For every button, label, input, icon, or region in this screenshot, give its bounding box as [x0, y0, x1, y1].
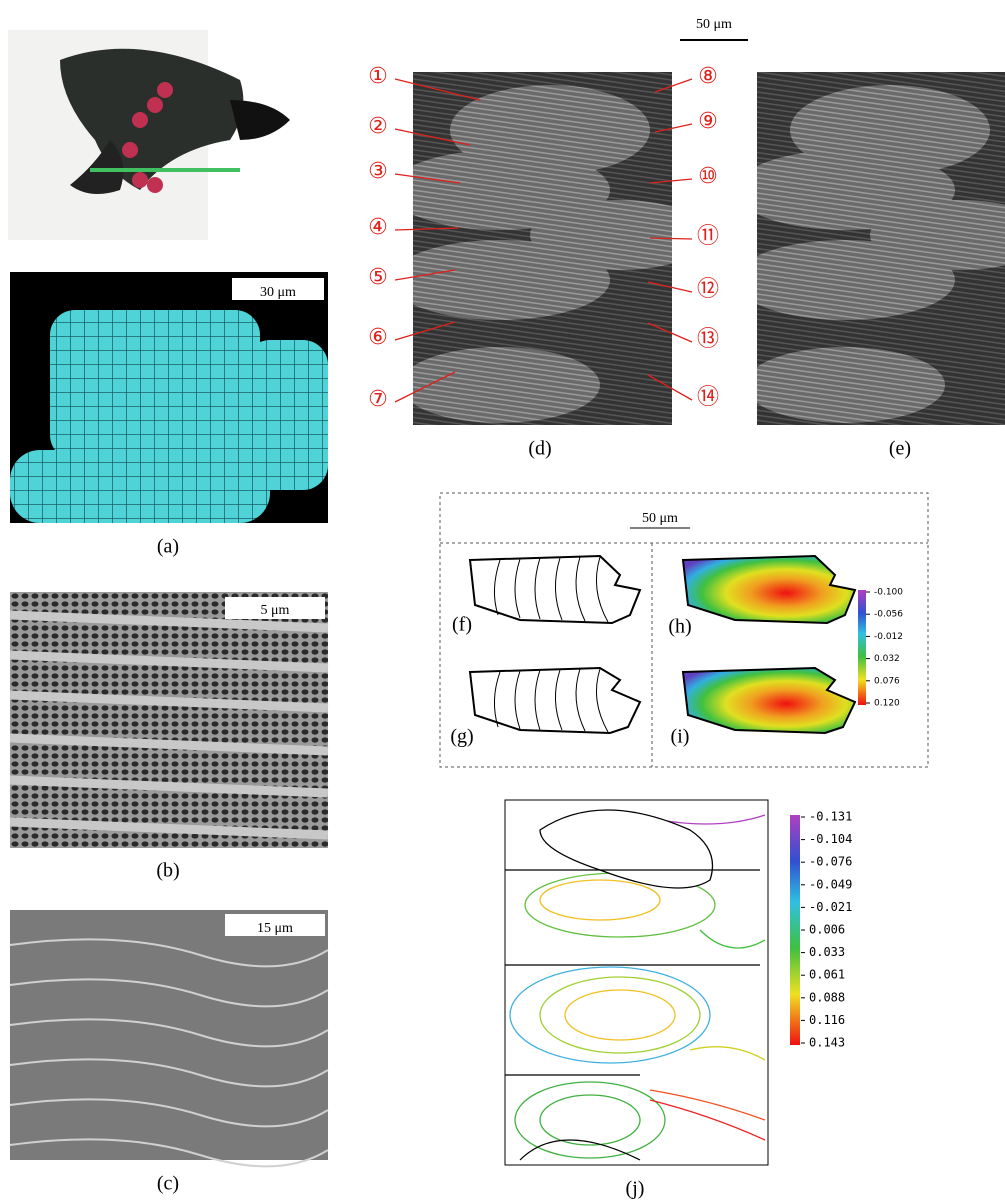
scale-bar-label: 50 μm	[642, 511, 678, 526]
scale-number: ⑥	[368, 325, 388, 350]
scale-bar-label: 5 μm	[261, 603, 290, 618]
panel-d-image	[390, 72, 710, 425]
colorbar-tick-label: -0.021	[809, 900, 852, 914]
scale-number: ⑩	[698, 164, 718, 189]
scale-number: ⑬	[697, 327, 719, 352]
colorbar-tick-label: -0.056	[874, 610, 903, 620]
panel-label: (c)	[157, 1173, 179, 1195]
colorbar-tick-label: 0.032	[874, 654, 900, 664]
colorbar-tick-label: -0.049	[809, 877, 852, 891]
scale-number: ⑧	[698, 64, 718, 89]
panel-e-image	[735, 72, 1005, 425]
scale-number: ⑤	[368, 265, 388, 290]
scale-number: ⑫	[697, 277, 719, 302]
panel-label: (b)	[156, 860, 179, 882]
butterfly-photo	[8, 30, 290, 240]
colorbar-tick-label: 0.120	[874, 699, 900, 709]
colorbar-tick-label: 0.088	[809, 990, 845, 1004]
colorbar-tick-label: 0.143	[809, 1036, 845, 1050]
colorbar-tick-label: 0.061	[809, 968, 845, 982]
panel-label: (i)	[671, 726, 690, 748]
colorbar-tick-label: -0.131	[809, 810, 852, 824]
colorbar-tick-label: 0.076	[874, 676, 900, 686]
panel-label: (e)	[889, 438, 911, 460]
panel-b-image	[10, 592, 328, 848]
scale-number: ⑪	[697, 224, 719, 249]
panel-label: (h)	[668, 616, 691, 638]
panel-label: (d)	[528, 438, 551, 460]
scale-bar-label: 30 μm	[260, 285, 296, 300]
colorbar	[790, 815, 800, 1045]
scale-shapes	[470, 556, 855, 733]
panel-label: (f)	[452, 614, 472, 636]
colorbar	[858, 590, 866, 705]
scale-bar-label: 50 μm	[696, 17, 732, 32]
colorbar-tick-label: 0.116	[809, 1013, 845, 1027]
scale-number: ③	[368, 159, 388, 184]
scale-number: ⑦	[368, 387, 388, 412]
scale-bar-label: 15 μm	[257, 921, 293, 936]
colorbar-tick-label: -0.100	[874, 588, 903, 598]
colorbar-tick-label: -0.012	[874, 632, 903, 642]
panel-label: (g)	[450, 726, 473, 748]
panel-a-image	[10, 272, 328, 523]
colorbar-tick-label: 0.033	[809, 945, 845, 959]
colorbar-tick-label: -0.076	[809, 855, 852, 869]
scale-number: ②	[368, 114, 388, 139]
figure: (a) (b) (c) (d) (e) (f) (g) (h) (i) (j) 30 μm 5 μm 1…	[0, 0, 1005, 1200]
colorbar-tick-label: 0.006	[809, 923, 845, 937]
panel-label: (a)	[157, 536, 179, 558]
scale-number: ⑨	[698, 109, 718, 134]
colorbar-tick-label: -0.104	[809, 832, 852, 846]
panel-label: (j)	[626, 1178, 645, 1200]
panel-c-image	[10, 910, 328, 1166]
scale-number: ④	[368, 215, 388, 240]
panel-j-image	[505, 800, 768, 1165]
scale-number: ⑭	[697, 385, 719, 410]
scale-number: ①	[368, 64, 388, 89]
